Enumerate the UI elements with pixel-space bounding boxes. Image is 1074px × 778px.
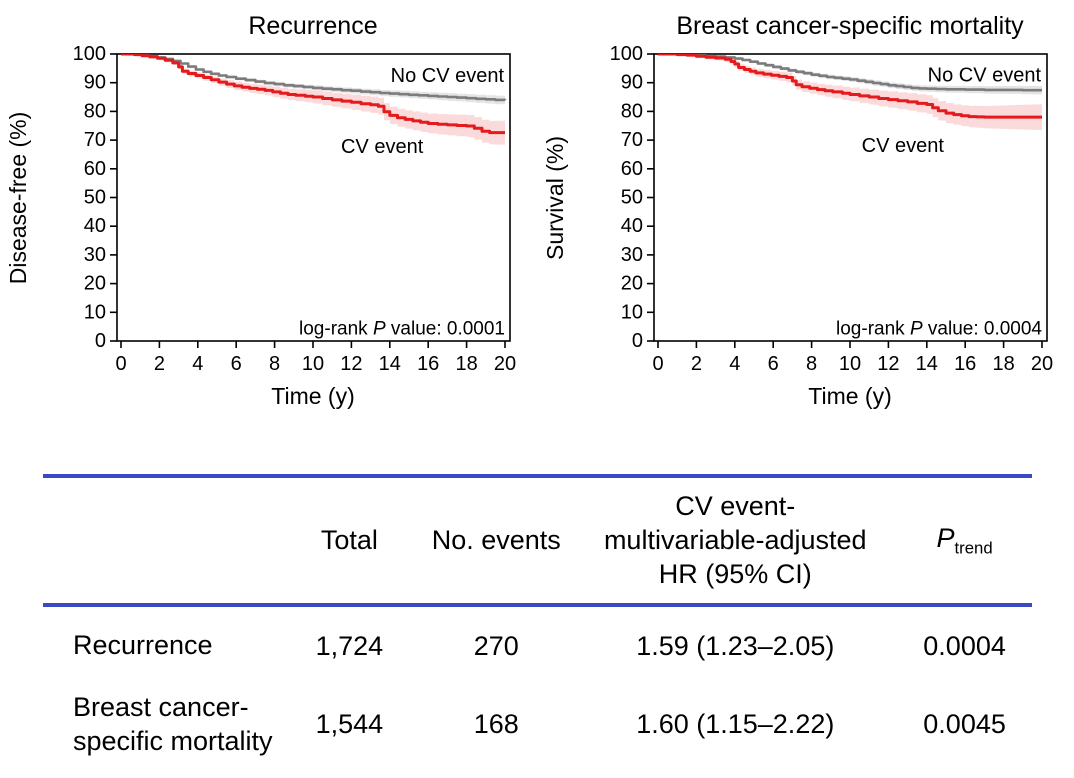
y-axis: 0 10 20 30 40 50 60 70 80 90 100 (610, 43, 654, 352)
col-header-hr: CV event- multivariable-adjusted HR (95%… (573, 476, 898, 608)
svg-text:6: 6 (231, 353, 242, 375)
svg-text:0: 0 (115, 353, 126, 375)
svg-text:8: 8 (806, 353, 817, 375)
svg-text:18: 18 (992, 353, 1014, 375)
x-axis-label: Time (y) (271, 383, 354, 409)
svg-text:20: 20 (1031, 353, 1053, 375)
col-header-ptrend: Ptrend (897, 476, 1032, 608)
svg-text:14: 14 (379, 353, 401, 375)
curve-no-cv-event (121, 54, 507, 102)
series-label-no-cv-event: No CV event (391, 65, 505, 87)
km-charts-row: Recurrence 0 10 20 30 40 50 60 70 80 90 100 0 2 4 6 8 10 1… (0, 4, 1074, 428)
curve-cv-event (658, 54, 1042, 119)
svg-text:10: 10 (621, 301, 643, 323)
svg-text:8: 8 (269, 353, 280, 375)
col-header-blank (43, 476, 280, 608)
svg-text:4: 4 (729, 353, 740, 375)
svg-text:0: 0 (95, 330, 106, 352)
svg-text:90: 90 (621, 72, 643, 94)
svg-text:0: 0 (632, 330, 643, 352)
row-label: Breast cancer- specific mortality (73, 692, 273, 756)
svg-text:10: 10 (839, 353, 861, 375)
svg-text:50: 50 (621, 187, 643, 209)
confidence-band-no-cv-event (121, 54, 505, 105)
svg-text:6: 6 (768, 353, 779, 375)
chart-title: Recurrence (248, 12, 377, 40)
confidence-band-cv-event (121, 54, 505, 145)
recurrence-chart-svg: Recurrence 0 10 20 30 40 50 60 70 80 90 100 0 2 4 6 8 10 1… (5, 12, 516, 409)
svg-text:40: 40 (621, 215, 643, 237)
series-label-cv-event: CV event (341, 136, 424, 158)
table-row-recurrence: Recurrence 1,724 270 1.59 (1.23–2.05) 0.… (43, 605, 1032, 681)
svg-text:30: 30 (621, 244, 643, 266)
results-table: Total No. events CV event- multivariable… (43, 474, 1032, 778)
cell-hr: 1.59 (1.23–2.05) (636, 630, 835, 661)
svg-text:16: 16 (417, 353, 439, 375)
series-label-no-cv-event: No CV event (928, 64, 1042, 86)
svg-text:60: 60 (84, 158, 106, 180)
cell-total: 1,724 (315, 630, 384, 661)
y-axis-label: Survival (%) (542, 136, 568, 260)
svg-text:2: 2 (691, 353, 702, 375)
logrank-label: log-rank P value: 0.0001 (299, 319, 505, 340)
svg-text:80: 80 (84, 100, 106, 122)
x-axis-label: Time (y) (808, 383, 891, 409)
svg-text:60: 60 (621, 158, 643, 180)
svg-text:20: 20 (84, 273, 106, 295)
x-axis: 0 2 4 6 8 10 12 14 16 18 20 (115, 341, 516, 375)
svg-text:10: 10 (84, 301, 106, 323)
cell-hr: 1.60 (1.15–2.22) (636, 709, 835, 740)
svg-text:16: 16 (954, 353, 976, 375)
chart-mortality: Breast cancer-specific mortality 0 10 20 30 4… (537, 4, 1074, 428)
svg-text:2: 2 (154, 353, 165, 375)
svg-text:10: 10 (302, 353, 324, 375)
y-axis: 0 10 20 30 40 50 60 70 80 90 100 (73, 43, 117, 352)
svg-text:12: 12 (340, 353, 362, 375)
mortality-chart-svg: Breast cancer-specific mortality01020304… (542, 12, 1053, 409)
svg-text:4: 4 (192, 353, 203, 375)
curve-no-cv-event (658, 54, 1042, 92)
svg-text:30: 30 (84, 244, 106, 266)
svg-text:90: 90 (84, 72, 106, 94)
chart-title: Breast cancer-specific mortality (676, 12, 1024, 40)
y-axis-label: Disease-free (%) (5, 112, 31, 285)
cell-total: 1,544 (315, 709, 384, 740)
svg-text:20: 20 (494, 353, 516, 375)
svg-text:70: 70 (621, 129, 643, 151)
cell-events: 168 (473, 709, 519, 740)
svg-text:100: 100 (73, 43, 106, 65)
col-header-no-events: No. events (419, 476, 574, 608)
svg-text:14: 14 (916, 353, 938, 375)
cell-events: 270 (473, 630, 519, 661)
table-header-row: Total No. events CV event- multivariable… (43, 476, 1032, 608)
svg-text:80: 80 (621, 100, 643, 122)
cell-ptrend: 0.0045 (923, 709, 1006, 740)
ptrend-p: P (936, 522, 955, 553)
confidence-bands (121, 54, 505, 145)
cell-ptrend: 0.0004 (923, 630, 1006, 661)
ptrend-sub: trend (954, 538, 993, 558)
x-axis: 0 2 4 6 8 10 12 14 16 18 20 (652, 341, 1053, 375)
svg-text:0: 0 (652, 353, 663, 375)
results-table-wrap: Total No. events CV event- multivariable… (43, 474, 1032, 778)
svg-text:100: 100 (610, 43, 643, 65)
series-label-cv-event: CV event (862, 135, 945, 157)
curve-cv-event (121, 54, 505, 135)
svg-text:20: 20 (621, 273, 643, 295)
row-label: Recurrence (73, 630, 213, 661)
logrank-label: log-rank P value: 0.0004 (836, 319, 1042, 340)
svg-text:12: 12 (877, 353, 899, 375)
svg-text:50: 50 (84, 187, 106, 209)
svg-text:18: 18 (455, 353, 477, 375)
chart-recurrence: Recurrence 0 10 20 30 40 50 60 70 80 90 100 0 2 4 6 8 10 1… (0, 4, 537, 428)
col-header-total: Total (279, 476, 420, 608)
svg-text:70: 70 (84, 129, 106, 151)
svg-text:40: 40 (84, 215, 106, 237)
table-row-bcsm: Breast cancer- specific mortality 1,544 … (43, 681, 1032, 778)
